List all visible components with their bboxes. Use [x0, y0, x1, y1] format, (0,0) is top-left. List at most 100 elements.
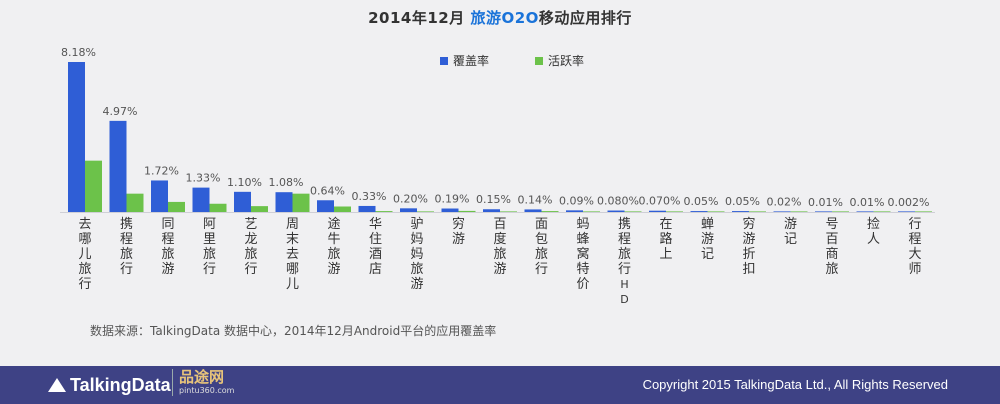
category-char: 哪	[286, 262, 299, 277]
category-char: 携	[618, 216, 631, 232]
category-char: 行	[244, 262, 257, 277]
category-char: 游	[493, 262, 506, 277]
bar	[773, 211, 791, 212]
bar	[583, 211, 600, 212]
category-char: 上	[659, 247, 672, 262]
bar	[317, 200, 334, 212]
bar	[898, 211, 915, 212]
category-char: 游	[701, 232, 714, 247]
data-label: 1.33%	[186, 172, 221, 185]
legend-label: 覆盖率	[453, 53, 489, 68]
data-label: 0.02%	[767, 196, 802, 209]
bar	[458, 210, 476, 212]
data-label: 0.01%	[808, 196, 843, 209]
bar	[126, 193, 144, 212]
category-char: 行	[908, 217, 921, 232]
category-label: 在路上	[659, 217, 672, 262]
bar	[524, 209, 542, 212]
bar	[209, 203, 227, 212]
category-char: 牛	[327, 232, 340, 247]
bar	[68, 62, 85, 212]
bar	[915, 211, 932, 212]
category-label: 携程旅行 H D	[618, 216, 631, 306]
bar	[275, 192, 293, 212]
data-label: 0.05%	[725, 195, 760, 208]
category-char: H	[620, 278, 628, 291]
category-char: 程	[908, 232, 921, 247]
bar	[251, 206, 268, 212]
bar	[607, 210, 625, 212]
category-char: 商	[825, 247, 838, 262]
category-char: 旅	[327, 247, 340, 262]
category-char: 折	[742, 247, 755, 262]
category-char: 程	[120, 232, 133, 247]
category-char: 窝	[576, 246, 589, 262]
copyright-text: Copyright 2015 TalkingData Ltd., All Rig…	[642, 377, 948, 392]
category-label: 艺龙旅行	[244, 217, 257, 277]
category-char: 龙	[244, 232, 257, 247]
category-char: 特	[576, 262, 589, 277]
category-char: 携	[120, 216, 133, 232]
category-char: 扣	[742, 262, 755, 277]
category-char: 儿	[286, 277, 299, 292]
title-suffix: 移动应用排行	[538, 9, 632, 27]
category-char: 记	[784, 232, 797, 247]
category-label: 阿里旅行	[203, 217, 216, 277]
data-label: 4.97%	[103, 105, 138, 118]
bar	[832, 211, 849, 212]
bar	[649, 210, 666, 212]
title-prefix: 2014年12月	[368, 9, 471, 27]
partner-name: 品途网	[179, 368, 225, 386]
category-label: 穷游	[452, 216, 465, 247]
data-label: 0.64%	[310, 184, 345, 197]
data-label: 0.01%	[850, 196, 885, 209]
category-char: 游	[452, 232, 465, 247]
category-label: 周末去哪儿	[286, 217, 299, 292]
category-char: 蝉	[701, 217, 714, 232]
category-char: 路	[659, 231, 672, 247]
category-char: 酒	[369, 247, 382, 262]
category-char: 号	[825, 217, 838, 232]
category-label: 蚂蜂窝特价	[576, 217, 589, 292]
category-char: 儿	[78, 247, 91, 262]
category-char: 包	[535, 232, 548, 247]
category-char: 游	[742, 232, 755, 247]
category-label: 华住酒店	[369, 217, 382, 277]
bar	[358, 205, 376, 212]
bar	[666, 211, 683, 212]
bar	[400, 208, 417, 212]
bar	[168, 201, 185, 212]
category-label: 去哪儿旅行	[78, 217, 91, 292]
category-char: 艺	[244, 217, 257, 232]
category-char: 穷	[452, 216, 465, 232]
category-char: 行	[203, 262, 216, 277]
data-label: 1.10%	[227, 176, 262, 189]
bar	[234, 191, 251, 212]
data-label: 0.15%	[476, 193, 511, 206]
data-label: 0.19%	[435, 193, 470, 206]
category-char: 旅	[78, 262, 91, 277]
talkingdata-logo: TalkingData	[48, 375, 171, 396]
category-char: 游	[784, 217, 797, 232]
category-label: 行程大师	[908, 217, 921, 277]
category-char: 行	[120, 262, 133, 277]
logo-mark-icon	[48, 378, 66, 392]
category-label: 携程旅行	[120, 216, 133, 277]
bar	[334, 206, 351, 212]
category-label: 途牛旅游	[327, 216, 340, 277]
data-label: 0.070%	[639, 195, 681, 208]
category-label: 百度旅游	[493, 217, 506, 277]
category-char: 百	[825, 232, 838, 247]
category-char: 阿	[203, 217, 216, 232]
bar	[732, 211, 749, 212]
category-char: 游	[327, 262, 340, 277]
category-char: 旅	[825, 262, 838, 277]
data-label: 0.002%	[888, 196, 930, 209]
data-label: 0.080%	[597, 195, 639, 208]
bar	[483, 209, 500, 212]
category-char: 里	[203, 232, 216, 247]
category-char: 周	[286, 217, 299, 232]
category-char: 妈	[410, 247, 423, 262]
category-char: 穷	[742, 216, 755, 232]
bar	[375, 211, 393, 212]
